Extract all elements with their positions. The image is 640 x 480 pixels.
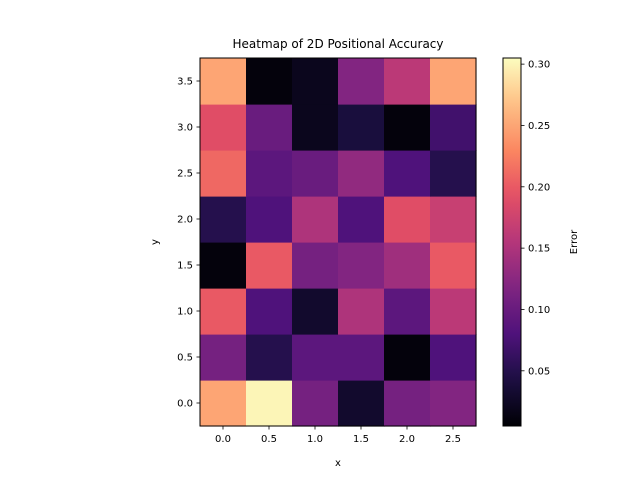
heatmap-cell: [430, 334, 477, 381]
colorbar-ticks: 0.05 0.10 0.15 0.20 0.25 0.30: [521, 60, 550, 377]
heatmap-cell: [430, 242, 477, 289]
heatmap-cell: [246, 334, 293, 381]
heatmap-cell: [430, 58, 477, 105]
heatmap-cell: [292, 334, 339, 381]
heatmap-cell: [384, 58, 431, 105]
heatmap-cell: [246, 150, 293, 197]
heatmap-cell: [338, 58, 385, 105]
heatmap-cell: [246, 242, 293, 289]
x-axis-label: x: [335, 458, 341, 469]
chart-title: Heatmap of 2D Positional Accuracy: [232, 37, 443, 51]
plot-frame: [199, 57, 477, 427]
heatmap-cell: [292, 288, 339, 335]
heatmap-cell: [384, 334, 431, 381]
y-tick-label: 1.5: [177, 261, 193, 272]
heatmap-cell: [384, 196, 431, 243]
heatmap-cell: [200, 104, 247, 151]
heatmap-cell: [292, 150, 339, 197]
x-tick-label: 2.0: [399, 434, 415, 445]
heatmap-cell: [338, 104, 385, 151]
y-tick-label: 3.0: [177, 123, 193, 134]
heatmap-cell: [338, 242, 385, 289]
heatmap-cell: [246, 380, 293, 427]
x-tick-label: 1.5: [353, 434, 369, 445]
heatmap-cell: [384, 242, 431, 289]
y-tick-label: 3.5: [177, 77, 193, 88]
heatmap-cell: [384, 288, 431, 335]
heatmap-cell: [430, 104, 477, 151]
colorbar: [502, 57, 522, 427]
colorbar-tick-label: 0.10: [528, 305, 550, 316]
heatmap-cell: [292, 242, 339, 289]
heatmap-cell: [292, 58, 339, 105]
heatmap-cell: [338, 150, 385, 197]
heatmap-cell: [430, 150, 477, 197]
heatmap-cell: [200, 150, 247, 197]
colorbar-tick-label: 0.15: [528, 244, 550, 255]
heatmap-cell: [338, 380, 385, 427]
x-tick-label: 0.5: [261, 434, 277, 445]
colorbar-tick-label: 0.20: [528, 182, 550, 193]
heatmap-cell: [384, 150, 431, 197]
x-tick-label: 0.0: [215, 434, 231, 445]
heatmap-cell: [384, 380, 431, 427]
heatmap-cell: [338, 334, 385, 381]
heatmap-cell: [292, 104, 339, 151]
heatmap-cell: [430, 380, 477, 427]
heatmap-cell: [292, 196, 339, 243]
heatmap-cell: [430, 196, 477, 243]
heatmap-cell: [246, 104, 293, 151]
heatmap-cell: [246, 58, 293, 105]
heatmap-cell: [338, 196, 385, 243]
heatmap-cell: [200, 196, 247, 243]
y-axis-ticks: 0.0 0.5 1.0 1.5 2.0 2.5 3.0 3.5: [177, 77, 200, 410]
heatmap-cell: [246, 196, 293, 243]
heatmap-cell: [200, 58, 247, 105]
x-tick-label: 1.0: [307, 434, 323, 445]
y-axis-label: y: [150, 239, 161, 245]
x-tick-label: 2.5: [445, 434, 461, 445]
y-tick-label: 0.5: [177, 353, 193, 364]
heatmap-cell: [200, 242, 247, 289]
heatmap-cell: [200, 288, 247, 335]
colorbar-tick-label: 0.25: [528, 121, 550, 132]
heatmap-cell: [200, 334, 247, 381]
heatmap-cell: [292, 380, 339, 427]
x-axis-ticks: 0.0 0.5 1.0 1.5 2.0 2.5: [215, 426, 461, 445]
heatmap-cell: [246, 288, 293, 335]
heatmap-cell: [384, 104, 431, 151]
colorbar-tick-label: 0.30: [528, 60, 550, 71]
y-tick-label: 2.5: [177, 169, 193, 180]
heatmap-cells: [200, 58, 477, 427]
heatmap-cell: [430, 288, 477, 335]
y-tick-label: 1.0: [177, 307, 193, 318]
heatmap-cell: [338, 288, 385, 335]
y-tick-label: 2.0: [177, 215, 193, 226]
heatmap-cell: [200, 380, 247, 427]
colorbar-label: Error: [569, 229, 580, 254]
colorbar-tick-label: 0.05: [528, 366, 550, 377]
y-tick-label: 0.0: [177, 399, 193, 410]
